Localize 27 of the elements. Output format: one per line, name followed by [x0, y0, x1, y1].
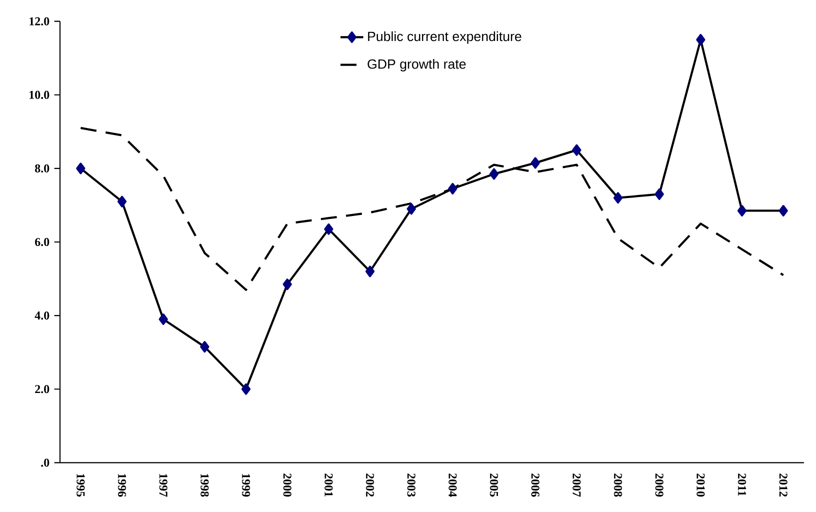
- y-tick-label: 2.0: [35, 385, 50, 394]
- x-tick-label: 1999: [242, 474, 250, 497]
- x-tick-label: 2009: [655, 474, 664, 497]
- y-tick-label: 4.0: [34, 311, 50, 320]
- x-tick-label: 2007: [572, 474, 581, 497]
- x-tick-label: 1995: [76, 474, 85, 497]
- x-tick-label: 2012: [779, 474, 788, 497]
- x-tick-label: 2008: [614, 474, 622, 497]
- x-tick-label: 2011: [738, 474, 746, 496]
- legend-label: Public current expenditure: [368, 31, 522, 44]
- x-tick-label: 2003: [407, 474, 416, 497]
- x-tick-label: 2004: [448, 474, 457, 497]
- legend-label: GDP growth rate: [368, 59, 466, 72]
- x-tick-label: 1998: [200, 474, 209, 497]
- y-tick-label: 10.0: [30, 90, 50, 99]
- x-tick-label: 1997: [159, 474, 168, 497]
- x-tick-label: 2005: [490, 474, 498, 497]
- x-tick-label: 1996: [118, 474, 126, 497]
- y-tick-label: .0: [41, 458, 50, 467]
- x-tick-label: 2000: [283, 474, 292, 497]
- x-tick-label: 2002: [366, 474, 374, 497]
- y-tick-label: 6.0: [35, 238, 50, 246]
- y-tick-label: 12.0: [30, 17, 50, 26]
- y-tick-label: 8.0: [35, 164, 50, 173]
- x-tick-label: 2006: [531, 474, 540, 497]
- x-tick-label: 2010: [696, 474, 705, 497]
- x-tick-label: 2001: [324, 474, 333, 496]
